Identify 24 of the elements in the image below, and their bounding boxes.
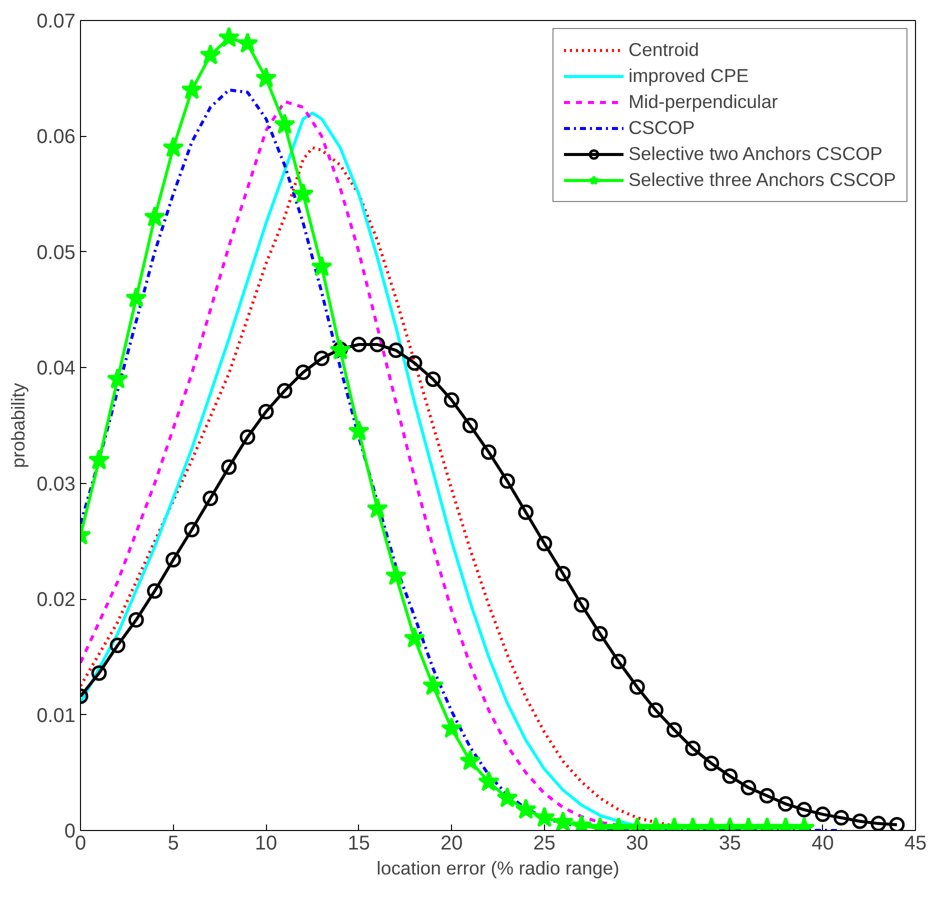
- y-tick-label: 0.02: [36, 589, 76, 612]
- legend-label: improved CPE: [628, 65, 749, 87]
- x-tick-label: 45: [904, 832, 927, 854]
- legend-label: Mid-perpendicular: [628, 91, 778, 113]
- x-tick-label: 25: [533, 832, 556, 854]
- y-tick-label: 0.06: [36, 126, 76, 148]
- x-axis-title: location error (% radio range): [376, 858, 620, 878]
- y-axis-title: probability: [8, 382, 29, 468]
- legend-label: Selective two Anchors CSCOP: [628, 143, 883, 165]
- x-tick-label: 15: [348, 832, 370, 854]
- y-tick-label: 0.05: [36, 242, 76, 264]
- x-tick-label: 30: [626, 832, 648, 854]
- legend-label: CSCOP: [628, 117, 695, 139]
- x-tick-label: 40: [812, 832, 834, 854]
- y-tick-label: 0.04: [36, 358, 76, 380]
- y-tick-label: 0.07: [36, 10, 76, 32]
- x-tick-label: 35: [718, 832, 742, 854]
- y-tick-label: 0.01: [36, 704, 76, 727]
- x-tick-label: 10: [254, 832, 278, 854]
- y-tick-label: 0.03: [36, 473, 76, 496]
- legend-label: Centroid: [628, 39, 699, 61]
- x-tick-label: 20: [440, 832, 463, 854]
- x-tick-label: 5: [168, 832, 179, 854]
- legend-label: Selective three Anchors CSCOP: [628, 169, 896, 191]
